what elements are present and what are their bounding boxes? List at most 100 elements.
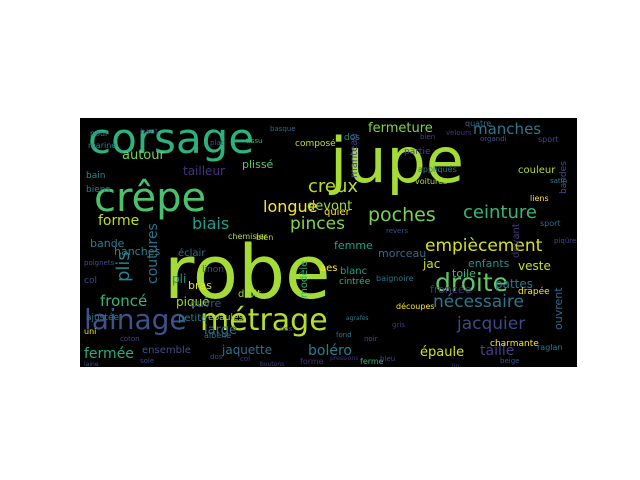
cloud-word: ouvre — [190, 297, 222, 310]
cloud-word: froncée — [430, 283, 472, 296]
cloud-word: froncé — [100, 292, 148, 310]
cloud-word: pinces — [290, 214, 345, 234]
cloud-word: liens — [530, 194, 549, 203]
cloud-word: ouvrent — [552, 287, 565, 330]
cloud-word: manches — [473, 120, 542, 138]
cloud-word: lainage — [84, 303, 187, 336]
cloud-word: droit — [238, 289, 262, 300]
cloud-word: pli — [172, 272, 187, 286]
cloud-word: bien — [256, 233, 274, 242]
cloud-word: velours — [446, 129, 472, 137]
cloud-word: quatre — [465, 119, 492, 128]
cloud-word: fond — [336, 331, 352, 339]
cloud-word: linon — [202, 265, 224, 275]
cloud-word: partie — [404, 147, 431, 157]
cloud-word: ajustée — [86, 313, 120, 323]
cloud-word: dos — [210, 353, 223, 361]
cloud-word: baignoire — [376, 274, 414, 283]
cloud-word: organdi — [480, 135, 507, 143]
cloud-word: satin — [550, 177, 568, 185]
cloud-word: métrage — [200, 303, 328, 338]
cloud-word: aes — [320, 263, 338, 274]
cloud-word: voitures — [415, 177, 448, 186]
cloud-word: femme — [334, 239, 373, 252]
cloud-word: bande — [90, 237, 125, 250]
cloud-word: bain — [86, 171, 106, 181]
cloud-word: fermeture — [368, 121, 433, 136]
cloud-word: pressions — [330, 355, 359, 362]
cloud-word: albène — [204, 331, 232, 340]
cloud-word: taille — [480, 343, 515, 359]
cloud-word: forme — [98, 213, 140, 229]
cloud-word: couleur — [518, 165, 556, 176]
cloud-word: corsage — [88, 118, 255, 163]
cloud-word: poignets — [84, 259, 115, 267]
cloud-word: droite — [435, 268, 509, 297]
cloud-word: raglan — [537, 343, 563, 352]
cloud-word: chemisier — [228, 232, 268, 241]
cloud-word: drapée — [518, 287, 550, 297]
cloud-word: jac — [423, 257, 441, 271]
cloud-word: blanc — [340, 266, 368, 277]
cloud-word: biens — [86, 185, 111, 195]
cloud-word: agrafes — [346, 315, 369, 322]
cloud-word: uni — [84, 327, 97, 336]
cloud-word: coton — [120, 335, 140, 343]
cloud-word: beige — [500, 357, 520, 365]
cloud-word: col — [240, 355, 251, 363]
cloud-word: laine — [84, 361, 99, 368]
cloud-word: crêpe — [94, 175, 207, 221]
cloud-word: ferme — [360, 357, 384, 366]
cloud-word: forme — [300, 357, 324, 366]
word-cloud: robe jupe corsage crêpe lainage métrage droite… — [80, 118, 577, 367]
cloud-word: fermée — [84, 346, 134, 362]
cloud-word: cintrée — [339, 277, 371, 287]
cloud-word: sport — [538, 135, 559, 144]
cloud-word: enfants — [468, 257, 510, 270]
cloud-word: découpes — [396, 302, 435, 311]
cloud-word: longue — [263, 197, 318, 216]
cloud-word: noir — [364, 335, 378, 343]
cloud-word: autour — [122, 148, 165, 163]
cloud-word: hanches — [114, 245, 161, 258]
cloud-word: large — [204, 323, 237, 338]
cloud-word: revers — [386, 227, 409, 235]
cloud-word: boutons — [260, 361, 285, 368]
cloud-word: haut — [140, 127, 159, 136]
cloud-word: quier — [324, 207, 350, 218]
cloud-word: robe — [164, 230, 331, 316]
cloud-word: morceau — [378, 247, 427, 260]
cloud-word: jupe — [330, 124, 465, 197]
cloud-word: plissé — [242, 158, 274, 171]
cloud-word: jaquette — [222, 343, 273, 357]
cloud-word: ensemble — [142, 345, 191, 356]
cloud-word: ceinture — [463, 202, 537, 223]
cloud-word: pour — [90, 129, 109, 138]
cloud-word: empiècement — [425, 236, 543, 256]
cloud-word: tissu — [246, 137, 263, 145]
cloud-word: bien — [420, 133, 436, 141]
cloud-word: jacquier — [457, 314, 526, 334]
cloud-word: charmante — [490, 339, 539, 349]
cloud-word: veste — [518, 259, 551, 273]
cloud-word: éclair — [178, 248, 206, 259]
cloud-word: gris — [392, 321, 405, 329]
cloud-word: piqûres — [554, 237, 577, 245]
cloud-word: bras — [188, 279, 212, 292]
cloud-word: composé — [295, 139, 336, 149]
cloud-word: dos — [344, 133, 360, 143]
cloud-word: biais — [192, 214, 230, 233]
cloud-word: bleu — [380, 355, 396, 363]
cloud-word: creux — [308, 176, 359, 197]
cloud-word: pattes — [495, 277, 534, 291]
cloud-word: piqué — [176, 295, 210, 309]
cloud-word: plat — [210, 139, 224, 147]
cloud-word: devant — [511, 223, 522, 258]
cloud-word: devont — [307, 199, 353, 214]
cloud-word: modèle — [299, 260, 310, 298]
cloud-word: toile — [452, 267, 476, 280]
cloud-word: appliqués — [418, 165, 457, 174]
cloud-word: col — [84, 276, 97, 286]
cloud-word: marine — [88, 141, 117, 150]
cloud-word: lin — [452, 363, 460, 368]
